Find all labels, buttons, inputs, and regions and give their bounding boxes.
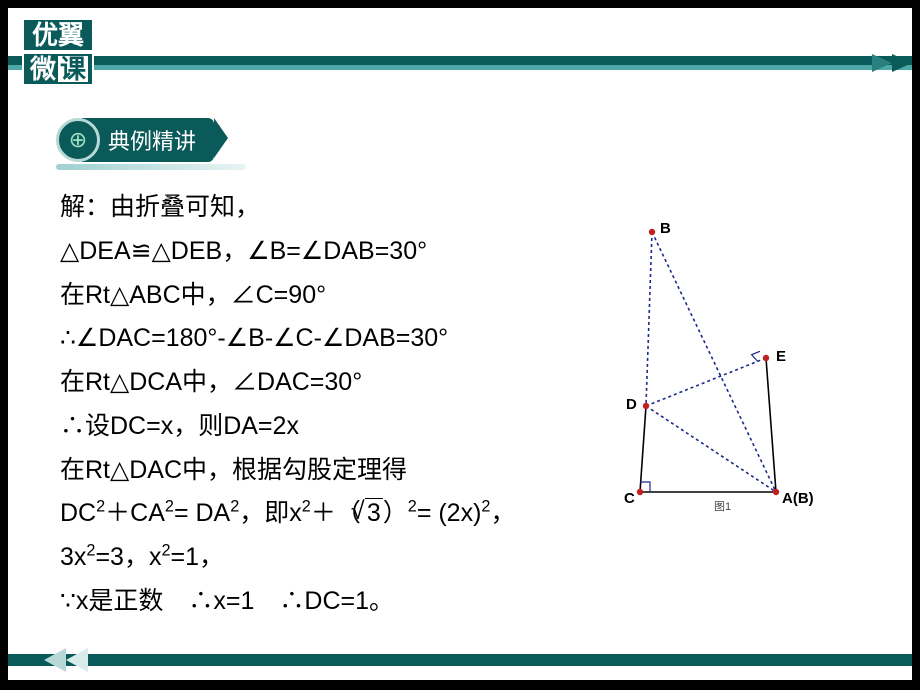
label-C: C (624, 490, 635, 507)
bottom-bar (8, 654, 912, 666)
brand-logo: 优翼 微 课 (22, 18, 94, 98)
top-arrow-icon (892, 54, 912, 72)
logo-line2b: 课 (58, 56, 88, 82)
section-underline (56, 164, 246, 170)
top-stripe-dark (8, 56, 912, 65)
line-1: 解：由折叠可知， (60, 186, 580, 230)
line-10: ∵x是正数 ∴x=1 ∴DC=1。 (60, 580, 580, 624)
logo-line2a: 微 (30, 56, 56, 82)
label-A: A(B) (782, 490, 814, 507)
section-badge: ⊕ 典例精讲 (56, 118, 214, 162)
logo-line1: 优翼 (22, 18, 94, 52)
label-D: D (626, 396, 637, 413)
geometry-figure: B E D C A(B) 图1 (618, 226, 828, 516)
line-3: 在Rt△ABC中，∠C=90° (60, 274, 580, 318)
section-title: 典例精讲 (82, 118, 214, 162)
line-5: 在Rt△DCA中，∠DAC=30° (60, 361, 580, 405)
bottom-arrow-icon (44, 648, 66, 672)
label-E: E (776, 348, 786, 365)
line-9: 3x2=3，x2=1， (60, 536, 580, 580)
line-6: ∴设DC=x，则DA=2x (60, 405, 580, 449)
line-2: △DEA≌△DEB，∠B=∠DAB=30° (60, 230, 580, 274)
magnify-icon: ⊕ (56, 118, 100, 162)
line-7: 在Rt△DAC中，根据勾股定理得 (60, 449, 580, 493)
line-8: DC2＋CA2= DA2，即x2＋（3）2= (2x)2， (60, 492, 580, 536)
line-4: ∴∠DAC=180°-∠B-∠C-∠DAB=30° (60, 317, 580, 361)
label-B: B (660, 220, 671, 237)
figure-caption: 图1 (714, 498, 731, 514)
top-stripe-light (8, 65, 912, 70)
slide-canvas: 优翼 微 课 ⊕ 典例精讲 解：由折叠可知， △DEA≌△DEB，∠B=∠DAB… (8, 8, 912, 680)
solution-text: 解：由折叠可知， △DEA≌△DEB，∠B=∠DAB=30° 在Rt△ABC中，… (60, 186, 580, 624)
figure-svg (618, 226, 828, 516)
logo-line2: 微 课 (22, 52, 94, 86)
top-bar (8, 56, 912, 70)
